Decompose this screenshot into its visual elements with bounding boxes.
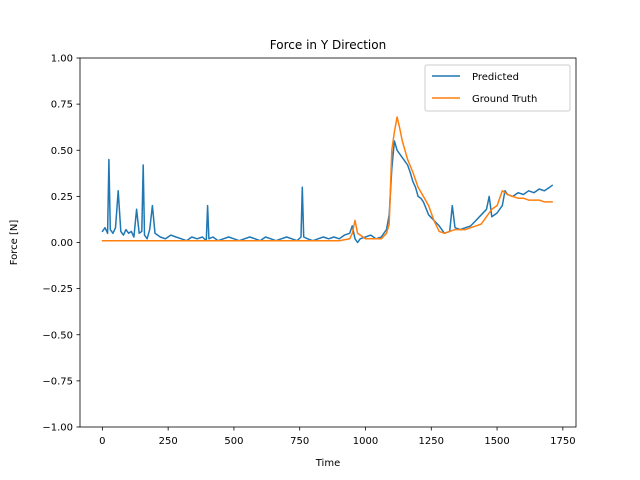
y-axis: −1.00 −0.75 −0.50 −0.25 0.00 0.25 0.50 0.75 1.00	[42, 54, 80, 434]
y-tick-label: 0.25	[51, 192, 73, 203]
x-tick-label: 250	[159, 436, 178, 447]
x-tick-label: 500	[224, 436, 243, 447]
x-tick-label: 750	[290, 436, 309, 447]
legend: Predicted Ground Truth	[424, 64, 571, 112]
series-line-predicted	[101, 140, 554, 244]
legend-label: Ground Truth	[472, 94, 537, 105]
y-tick-label: 0.00	[51, 238, 73, 249]
legend-box	[424, 64, 571, 112]
x-tick-label: 1250	[419, 436, 444, 447]
plot-lines	[101, 116, 554, 244]
y-tick-label: −0.50	[42, 330, 73, 341]
chart-title: Force in Y Direction	[270, 38, 386, 52]
y-tick-label: −0.25	[42, 284, 73, 295]
x-tick-label: 0	[99, 436, 105, 447]
x-axis-label: Time	[315, 458, 340, 469]
y-tick-label: −1.00	[42, 423, 73, 434]
x-tick-label: 1750	[550, 436, 575, 447]
y-tick-label: 0.75	[51, 100, 73, 111]
y-axis-label: Force [N]	[9, 220, 20, 266]
y-tick-label: −0.75	[42, 376, 73, 387]
y-tick-label: 1.00	[51, 54, 73, 65]
y-tick-label: 0.50	[51, 146, 73, 157]
x-axis: 0 250 500 750 1000 1250 1500 1750	[99, 427, 576, 447]
x-tick-label: 1500	[484, 436, 509, 447]
x-tick-label: 1000	[353, 436, 378, 447]
series-line-ground-truth	[101, 116, 554, 242]
legend-label: Predicted	[472, 72, 519, 83]
